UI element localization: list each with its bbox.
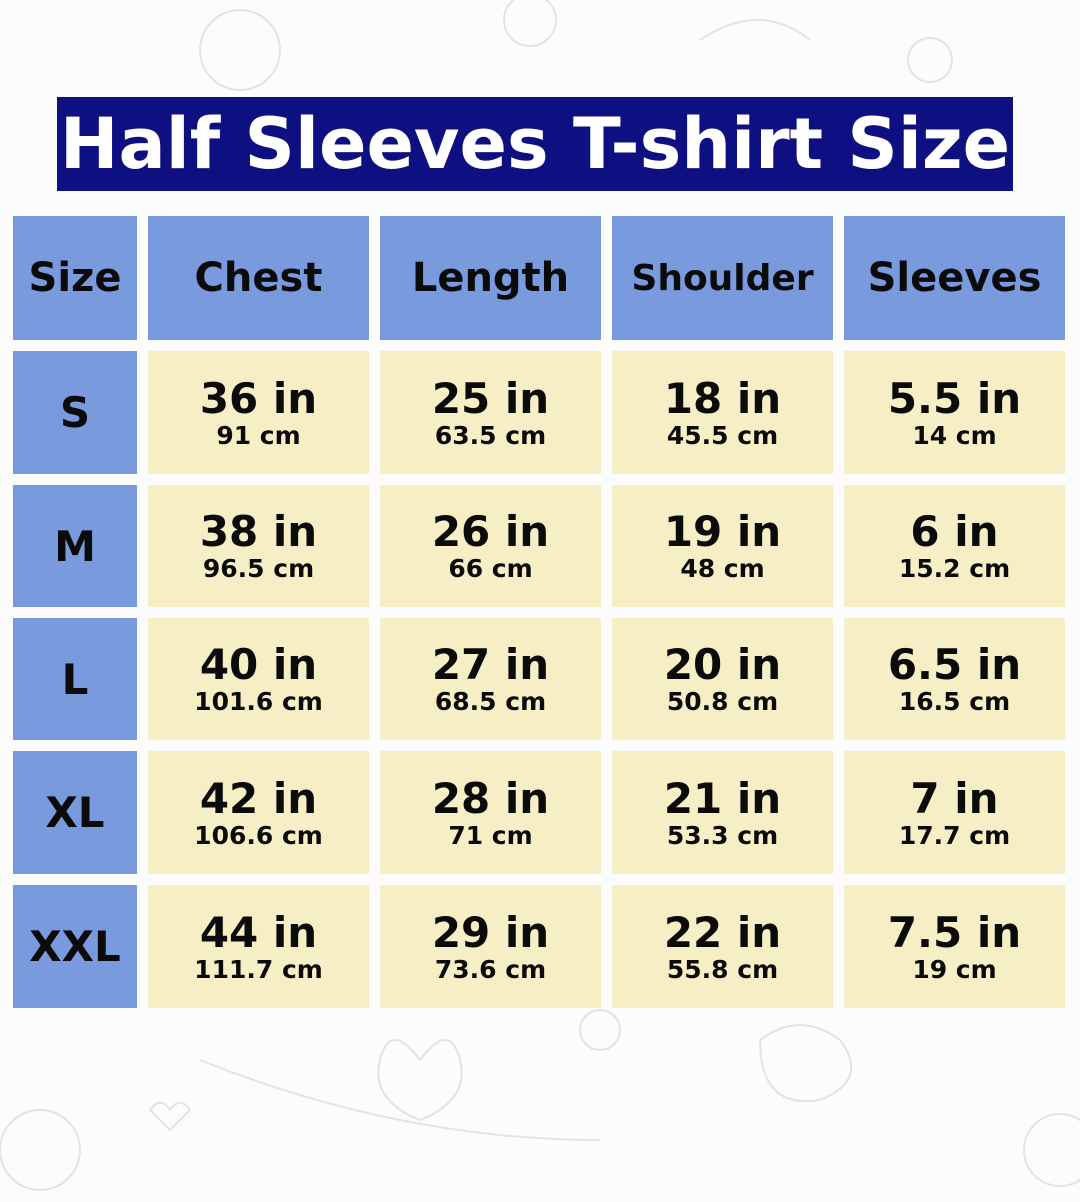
- inches-value: 22 in: [663, 907, 782, 957]
- inches-value: 20 in: [663, 640, 782, 689]
- centimeters-value: 45.5 cm: [666, 420, 779, 450]
- centimeters-value: 66 cm: [448, 554, 533, 583]
- measurement-cell: 28 in 71 cm: [380, 751, 601, 874]
- measurement-cell: 21 in 53.3 cm: [612, 751, 833, 874]
- centimeters-value: 71 cm: [448, 820, 533, 850]
- column-header-size: Size: [13, 216, 137, 340]
- column-header-shoulder: Shoulder: [612, 216, 833, 340]
- centimeters-value: 91 cm: [216, 420, 301, 450]
- size-label: S: [13, 351, 137, 474]
- measurement-cell: 26 in 66 cm: [380, 485, 601, 607]
- inches-value: 19 in: [663, 507, 782, 556]
- measurement-cell: 29 in 73.6 cm: [380, 885, 601, 1008]
- column-header-chest: Chest: [148, 216, 369, 340]
- centimeters-value: 50.8 cm: [666, 687, 779, 716]
- measurement-cell: 19 in 48 cm: [612, 485, 833, 607]
- centimeters-value: 63.5 cm: [434, 420, 547, 450]
- measurement-cell: 25 in 63.5 cm: [380, 351, 601, 474]
- inches-value: 21 in: [663, 773, 782, 823]
- measurement-cell: 27 in 68.5 cm: [380, 618, 601, 740]
- inches-value: 26 in: [431, 507, 550, 556]
- inches-value: 6 in: [910, 507, 999, 556]
- centimeters-value: 53.3 cm: [666, 820, 779, 850]
- inches-value: 7 in: [910, 773, 999, 823]
- inches-value: 6.5 in: [887, 640, 1022, 689]
- inches-value: 38 in: [199, 507, 318, 556]
- inches-value: 25 in: [431, 373, 550, 423]
- size-label: L: [13, 618, 137, 740]
- measurement-cell: 18 in 45.5 cm: [612, 351, 833, 474]
- measurement-cell: 36 in 91 cm: [148, 351, 369, 474]
- inches-value: 42 in: [199, 773, 318, 823]
- measurement-cell: 40 in 101.6 cm: [148, 618, 369, 740]
- centimeters-value: 111.7 cm: [194, 954, 323, 984]
- measurement-cell: 5.5 in 14 cm: [844, 351, 1065, 474]
- centimeters-value: 15.2 cm: [898, 554, 1011, 583]
- measurement-cell: 44 in 111.7 cm: [148, 885, 369, 1008]
- centimeters-value: 73.6 cm: [434, 954, 547, 984]
- centimeters-value: 96.5 cm: [202, 554, 315, 583]
- centimeters-value: 19 cm: [912, 954, 997, 984]
- centimeters-value: 68.5 cm: [434, 687, 547, 716]
- measurement-cell: 7.5 in 19 cm: [844, 885, 1065, 1008]
- inches-value: 40 in: [199, 640, 318, 689]
- centimeters-value: 106.6 cm: [194, 820, 323, 850]
- measurement-cell: 7 in 17.7 cm: [844, 751, 1065, 874]
- centimeters-value: 14 cm: [912, 420, 997, 450]
- size-label: M: [13, 485, 137, 607]
- measurement-cell: 6 in 15.2 cm: [844, 485, 1065, 607]
- inches-value: 36 in: [199, 373, 318, 423]
- inches-value: 28 in: [431, 773, 550, 823]
- measurement-cell: 38 in 96.5 cm: [148, 485, 369, 607]
- centimeters-value: 48 cm: [680, 554, 765, 583]
- inches-value: 18 in: [663, 373, 782, 423]
- inches-value: 44 in: [199, 907, 318, 957]
- centimeters-value: 101.6 cm: [194, 687, 323, 716]
- centimeters-value: 55.8 cm: [666, 954, 779, 984]
- centimeters-value: 16.5 cm: [898, 687, 1011, 716]
- size-label: XXL: [13, 885, 137, 1008]
- centimeters-value: 17.7 cm: [898, 820, 1011, 850]
- column-header-sleeves: Sleeves: [844, 216, 1065, 340]
- measurement-cell: 6.5 in 16.5 cm: [844, 618, 1065, 740]
- measurement-cell: 42 in 106.6 cm: [148, 751, 369, 874]
- page-title: Half Sleeves T-shirt Size: [57, 97, 1013, 191]
- inches-value: 5.5 in: [887, 373, 1022, 423]
- size-table: Size Chest Length Shoulder Sleeves S 36 in 91 c…: [13, 216, 1065, 1008]
- inches-value: 27 in: [431, 640, 550, 689]
- inches-value: 29 in: [431, 907, 550, 957]
- measurement-cell: 20 in 50.8 cm: [612, 618, 833, 740]
- column-header-length: Length: [380, 216, 601, 340]
- size-label: XL: [13, 751, 137, 874]
- inches-value: 7.5 in: [887, 907, 1022, 957]
- measurement-cell: 22 in 55.8 cm: [612, 885, 833, 1008]
